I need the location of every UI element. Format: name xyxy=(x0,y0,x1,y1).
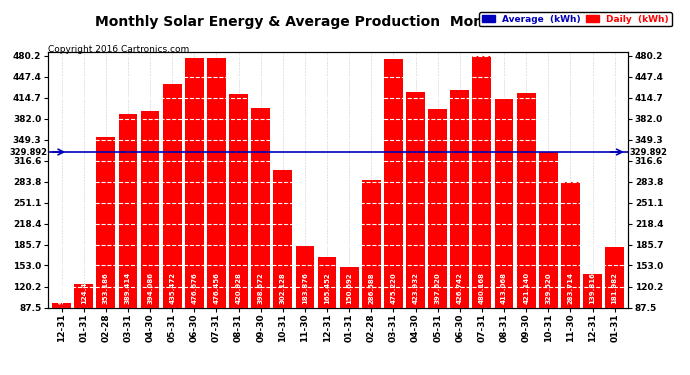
Bar xyxy=(251,108,270,364)
Text: 286.588: 286.588 xyxy=(368,273,374,304)
Text: 394.086: 394.086 xyxy=(147,272,153,304)
Bar xyxy=(273,170,292,364)
Text: 476.676: 476.676 xyxy=(191,273,197,304)
Bar xyxy=(119,114,137,364)
Text: 124.432: 124.432 xyxy=(81,272,87,304)
Text: 398.672: 398.672 xyxy=(257,273,264,304)
Legend: Average  (kWh), Daily  (kWh): Average (kWh), Daily (kWh) xyxy=(479,12,671,26)
Text: 329.520: 329.520 xyxy=(545,273,551,304)
Text: 139.816: 139.816 xyxy=(589,272,595,304)
Bar xyxy=(339,267,359,364)
Bar xyxy=(207,58,226,364)
Text: 302.128: 302.128 xyxy=(279,273,286,304)
Bar xyxy=(52,303,71,364)
Text: 476.456: 476.456 xyxy=(213,272,219,304)
Bar xyxy=(229,94,248,364)
Bar xyxy=(605,247,624,364)
Bar xyxy=(583,274,602,364)
Text: 329.892: 329.892 xyxy=(9,147,47,156)
Bar xyxy=(295,246,315,364)
Text: 95.214: 95.214 xyxy=(59,277,65,304)
Text: 283.714: 283.714 xyxy=(567,272,573,304)
Text: 480.168: 480.168 xyxy=(479,272,485,304)
Text: 389.414: 389.414 xyxy=(125,272,131,304)
Bar xyxy=(75,284,93,364)
Text: 475.220: 475.220 xyxy=(391,273,397,304)
Bar xyxy=(473,56,491,364)
Bar xyxy=(384,59,403,364)
Text: 435.472: 435.472 xyxy=(169,272,175,304)
Bar xyxy=(185,58,204,364)
Bar xyxy=(428,108,447,364)
Bar xyxy=(163,84,181,364)
Bar xyxy=(141,111,159,364)
Bar xyxy=(495,99,513,364)
Text: 183.876: 183.876 xyxy=(302,272,308,304)
Text: Monthly Solar Energy & Average Production  Mon Feb 15  17:06: Monthly Solar Energy & Average Productio… xyxy=(95,15,595,29)
Text: 423.932: 423.932 xyxy=(413,272,419,304)
Text: 329.892: 329.892 xyxy=(629,147,667,156)
Text: 165.452: 165.452 xyxy=(324,273,330,304)
Text: 353.186: 353.186 xyxy=(103,273,109,304)
Text: Copyright 2016 Cartronics.com: Copyright 2016 Cartronics.com xyxy=(48,45,190,54)
Bar xyxy=(539,152,558,364)
Bar xyxy=(362,180,381,364)
Text: 181.982: 181.982 xyxy=(611,272,618,304)
Text: 413.068: 413.068 xyxy=(501,272,507,304)
Bar xyxy=(561,182,580,364)
Text: 420.928: 420.928 xyxy=(235,272,242,304)
Bar xyxy=(317,258,337,364)
Bar xyxy=(406,92,425,364)
Bar xyxy=(451,90,469,364)
Text: 426.742: 426.742 xyxy=(457,272,463,304)
Bar xyxy=(97,137,115,364)
Text: 397.620: 397.620 xyxy=(435,273,441,304)
Text: 421.140: 421.140 xyxy=(523,272,529,304)
Bar xyxy=(517,93,535,364)
Text: 150.692: 150.692 xyxy=(346,273,352,304)
